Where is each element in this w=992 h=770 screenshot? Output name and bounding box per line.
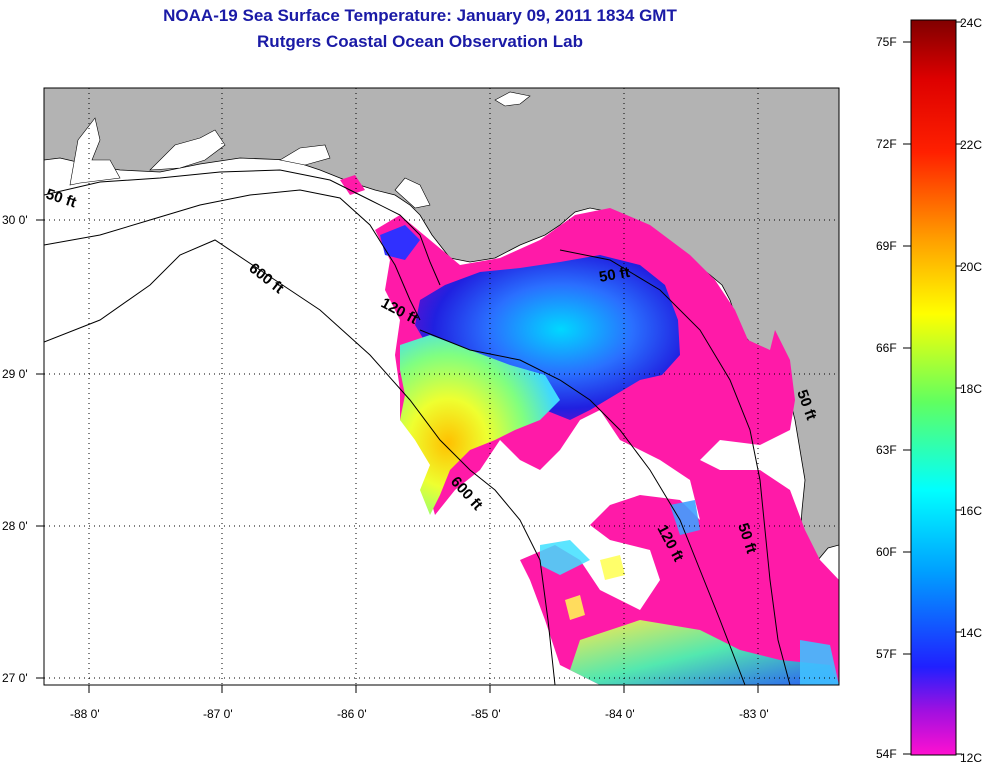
lon-label: -85 0' [471,707,501,721]
sst-field-south [570,620,839,685]
scale-label-c: 20C [960,260,982,274]
map-subtitle: Rutgers Coastal Ocean Observation Lab [257,32,583,51]
lat-label: 29 0' [2,367,28,381]
lon-label: -86 0' [337,707,367,721]
scale-label-f: 75F [876,35,897,49]
scale-label-f: 72F [876,137,897,151]
scale-label-f: 54F [876,747,897,761]
scale-label-f: 57F [876,647,897,661]
scale-label-f: 60F [876,545,897,559]
scale-label-f: 69F [876,239,897,253]
scale-label-c: 12C [960,751,982,765]
scale-label-c: 14C [960,626,982,640]
map-title: NOAA-19 Sea Surface Temperature: January… [163,6,677,25]
axis-ticks [36,219,759,693]
color-scale-bar [910,19,957,756]
scale-label-c: 22C [960,138,982,152]
scale-label-c: 24C [960,16,982,30]
lon-label: -83 0' [739,707,769,721]
scale-label-f: 63F [876,443,897,457]
lat-label: 28 0' [2,519,28,533]
scale-label-c: 16C [960,504,982,518]
sst-field-warm-tongue [400,335,560,515]
lon-label: -88 0' [70,707,100,721]
scale-label-c: 18C [960,382,982,396]
lat-label: 30 0' [2,213,28,227]
sst-field-cold-core [415,255,680,420]
lon-label: -84 0' [605,707,635,721]
lat-label: 27 0' [2,671,28,685]
isobath-label: 50 ft [598,264,631,286]
map-border [43,87,840,686]
lon-label: -87 0' [203,707,233,721]
scale-label-f: 66F [876,341,897,355]
